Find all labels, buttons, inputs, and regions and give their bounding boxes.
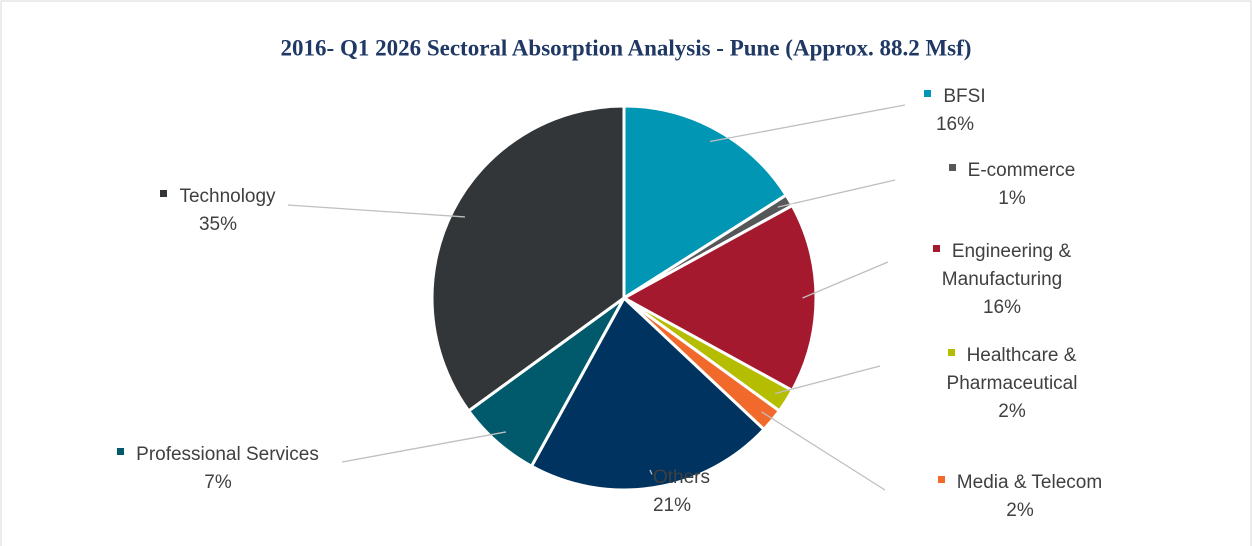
leader-line: [761, 411, 886, 491]
value-label: 2%: [1006, 500, 1034, 521]
pie-slice: [430, 104, 626, 413]
leader-line: [649, 469, 653, 475]
data-label-name: Technology: [118, 183, 318, 211]
value-label: 16%: [935, 114, 975, 135]
pie-slice: [529, 295, 767, 492]
leader-line: [802, 261, 889, 299]
category-label: Professional Services: [136, 444, 319, 465]
category-label: BFSI: [943, 86, 986, 107]
value-label: 1%: [998, 188, 1026, 209]
data-label: E-commerce 1%: [912, 157, 1112, 213]
value-label: 16%: [982, 297, 1022, 318]
value-label: 7%: [204, 472, 232, 493]
data-label-name: Healthcare & Pharmaceutical: [917, 342, 1107, 398]
category-label: Media & Telecom: [956, 472, 1103, 493]
data-label: Professional Services 7%: [78, 441, 358, 497]
category-label: Others: [652, 467, 711, 488]
data-label-name: Engineering & Manufacturing: [912, 238, 1092, 294]
category-label: Engineering & Manufacturing: [941, 241, 1072, 290]
legend-marker: [633, 471, 641, 479]
category-label: Healthcare & Pharmaceutical: [946, 345, 1078, 394]
pie-slice: [622, 104, 789, 301]
leader-line: [709, 104, 906, 143]
data-label-name: Others: [612, 464, 732, 492]
data-label: Technology 35%: [118, 183, 318, 239]
chart-title: 2016- Q1 2026 Sectoral Absorption Analys…: [281, 35, 972, 60]
data-label: BFSI 16%: [895, 83, 1015, 139]
data-label-name: E-commerce: [912, 157, 1112, 185]
legend-marker: [924, 90, 932, 98]
leader-line: [341, 431, 507, 463]
legend-marker: [117, 448, 125, 456]
data-label-name: BFSI: [895, 83, 1015, 111]
leader-line: [777, 179, 896, 208]
legend-marker: [947, 349, 955, 357]
value-label: 35%: [198, 214, 238, 235]
data-label-name: Media & Telecom: [900, 469, 1140, 497]
legend-marker: [932, 245, 940, 253]
data-label: Healthcare & Pharmaceutical 2%: [917, 342, 1107, 426]
pie-slice: [620, 203, 818, 393]
legend-marker: [937, 476, 945, 484]
leader-line: [774, 365, 881, 395]
legend-marker: [160, 190, 168, 198]
value-label: 2%: [998, 401, 1026, 422]
data-label: Media & Telecom 2%: [900, 469, 1140, 525]
data-label: Engineering & Manufacturing 16%: [912, 238, 1092, 322]
category-label: Technology: [179, 186, 276, 207]
data-label: Others 21%: [612, 464, 732, 520]
legend-marker: [948, 164, 956, 172]
leader-line: [287, 204, 465, 218]
category-label: E-commerce: [967, 160, 1076, 181]
data-label-name: Professional Services: [78, 441, 358, 469]
value-label: 21%: [652, 495, 692, 516]
